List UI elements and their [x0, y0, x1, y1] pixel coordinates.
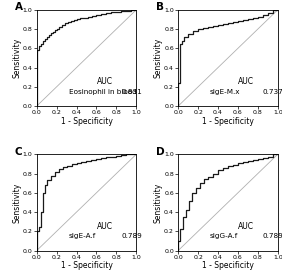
Y-axis label: Sensitivity: Sensitivity	[154, 182, 163, 223]
Text: 0.789: 0.789	[263, 233, 282, 239]
Y-axis label: Sensitivity: Sensitivity	[12, 38, 21, 78]
X-axis label: 1 - Specificity: 1 - Specificity	[61, 117, 113, 126]
Text: sIgG-A.f: sIgG-A.f	[210, 233, 238, 239]
Text: C: C	[15, 146, 22, 157]
Text: AUC: AUC	[96, 77, 113, 86]
Text: 0.789: 0.789	[121, 233, 142, 239]
Text: 0.737: 0.737	[263, 89, 282, 95]
Y-axis label: Sensitivity: Sensitivity	[154, 38, 163, 78]
Text: AUC: AUC	[238, 222, 254, 231]
Text: AUC: AUC	[96, 222, 113, 231]
Text: Eosinophil in blood: Eosinophil in blood	[69, 89, 136, 95]
Text: D: D	[156, 146, 165, 157]
X-axis label: 1 - Specificity: 1 - Specificity	[202, 261, 254, 270]
Text: sIgE-A.f: sIgE-A.f	[69, 233, 96, 239]
Text: sIgE-M.x: sIgE-M.x	[210, 89, 241, 95]
Text: B: B	[156, 2, 164, 12]
Text: 0.831: 0.831	[121, 89, 142, 95]
Text: A: A	[15, 2, 23, 12]
Y-axis label: Sensitivity: Sensitivity	[12, 182, 21, 223]
X-axis label: 1 - Specificity: 1 - Specificity	[61, 261, 113, 270]
X-axis label: 1 - Specificity: 1 - Specificity	[202, 117, 254, 126]
Text: AUC: AUC	[238, 77, 254, 86]
